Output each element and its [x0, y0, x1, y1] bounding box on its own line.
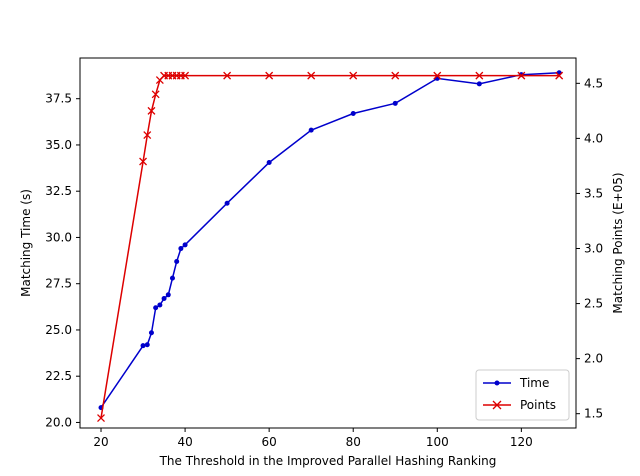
points-point: [307, 71, 316, 80]
time-point: [266, 160, 272, 166]
legend-points-marker: [492, 400, 502, 410]
legend-time-marker: [494, 380, 500, 386]
points-point: [433, 71, 442, 80]
x-marker-stroke: [517, 71, 526, 80]
points-point: [517, 71, 526, 80]
left-y-tick-label: 37.5: [45, 92, 72, 106]
left-y-tick-label: 22.5: [45, 369, 72, 383]
x-marker-stroke: [147, 106, 156, 115]
points-point: [143, 131, 152, 140]
points-point: [147, 106, 156, 115]
x-marker-stroke: [139, 157, 148, 166]
left-y-tick-label: 35.0: [45, 138, 72, 152]
left-y-tick-label: 30.0: [45, 230, 72, 244]
x-tick-label: 120: [510, 435, 533, 449]
time-point: [169, 275, 175, 281]
right-y-tick-label: 2.5: [584, 297, 603, 311]
points-point: [181, 71, 190, 80]
x-tick-label: 60: [262, 435, 277, 449]
x-marker-stroke: [391, 71, 400, 80]
points-point: [475, 71, 484, 80]
left-y-tick-label: 27.5: [45, 277, 72, 291]
time-point: [224, 200, 230, 206]
x-marker-stroke: [265, 71, 274, 80]
points-point: [349, 71, 358, 80]
x-marker-stroke: [555, 71, 564, 80]
left-y-tick-label: 25.0: [45, 323, 72, 337]
time-point: [148, 330, 154, 336]
points-point: [139, 157, 148, 166]
x-tick-label: 20: [93, 435, 108, 449]
legend: Time Points: [475, 369, 570, 421]
right-y-tick-label: 2.0: [584, 352, 603, 366]
time-point: [161, 296, 167, 301]
x-tick-label: 40: [177, 435, 192, 449]
x-marker-stroke: [143, 131, 152, 140]
left-y-tick-label: 20.0: [45, 415, 72, 429]
x-tick-label: 100: [426, 435, 449, 449]
time-point: [308, 127, 314, 133]
time-point: [350, 111, 356, 116]
x-tick-label: 80: [346, 435, 361, 449]
left-y-tick-label: 32.5: [45, 184, 72, 198]
points-series-line: [100, 74, 560, 419]
x-marker-stroke: [307, 71, 316, 80]
points-point: [265, 71, 274, 80]
left-y-axis-label: Matching Time (s): [19, 189, 33, 297]
points-point: [223, 71, 232, 80]
x-axis-label: The Threshold in the Improved Parallel H…: [159, 454, 497, 468]
right-y-tick-label: 3.5: [584, 186, 603, 200]
right-y-axis-label: Matching Points (E+05): [611, 172, 625, 313]
time-point: [178, 246, 184, 252]
x-marker-stroke: [349, 71, 358, 80]
legend-points-label: Points: [520, 398, 556, 412]
points-point: [97, 414, 105, 423]
time-point: [140, 343, 146, 349]
time-point: [476, 81, 482, 87]
x-marker-stroke: [97, 414, 105, 423]
right-y-tick-label: 1.5: [584, 407, 603, 421]
time-point: [144, 342, 150, 348]
x-marker-stroke: [181, 71, 190, 80]
time-point: [153, 305, 159, 311]
x-marker-stroke: [223, 71, 232, 80]
time-point: [165, 292, 171, 298]
x-marker-stroke: [433, 71, 442, 80]
x-marker-stroke: [151, 90, 160, 99]
points-point: [555, 71, 564, 80]
right-y-tick-label: 4.5: [584, 76, 603, 90]
plot-frame: [79, 57, 577, 429]
time-point: [174, 259, 180, 264]
time-point: [157, 302, 163, 308]
plot-area: 20 40 60 80 100 120 20.0 22.5 25.0 27.5 30.0 32.5 35…: [45, 57, 603, 449]
points-point: [151, 90, 160, 99]
x-marker-stroke: [475, 71, 484, 80]
time-series-line: [100, 72, 560, 409]
legend-time-label: Time: [519, 376, 549, 390]
time-point: [182, 242, 188, 248]
right-y-tick-label: 3.0: [584, 242, 603, 256]
points-point: [391, 71, 400, 80]
right-y-tick-label: 4.0: [584, 131, 603, 145]
time-point: [392, 100, 398, 106]
